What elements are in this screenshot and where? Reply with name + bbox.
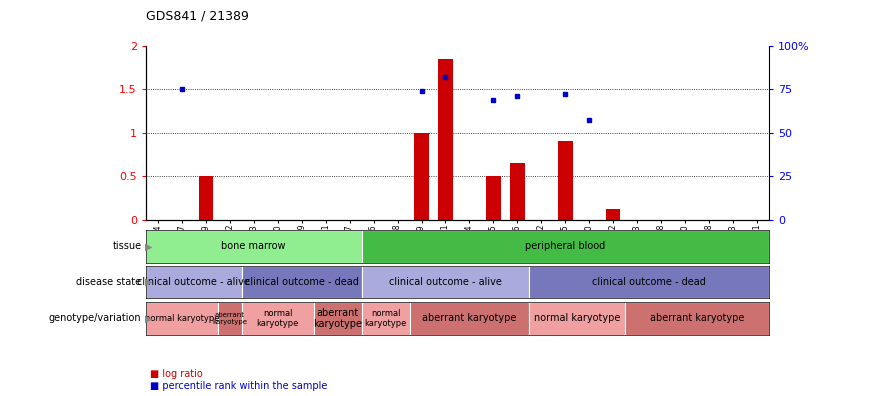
Bar [530, 302, 625, 335]
Text: GDS841 / 21389: GDS841 / 21389 [146, 10, 248, 23]
Text: normal karyotype: normal karyotype [145, 314, 219, 323]
Text: bone marrow: bone marrow [222, 241, 286, 251]
Bar [438, 59, 453, 220]
Text: ▶: ▶ [145, 241, 152, 251]
Text: clinical outcome - dead: clinical outcome - dead [245, 277, 359, 287]
Bar [530, 266, 769, 298]
Text: genotype/variation: genotype/variation [49, 313, 141, 324]
Text: tissue: tissue [112, 241, 141, 251]
Bar [409, 302, 530, 335]
Text: ▶: ▶ [145, 313, 152, 324]
Text: clinical outcome - alive: clinical outcome - alive [389, 277, 502, 287]
Bar [241, 266, 362, 298]
Bar [241, 302, 314, 335]
Bar [486, 176, 500, 220]
Text: peripheral blood: peripheral blood [525, 241, 606, 251]
Text: normal
karyotype: normal karyotype [256, 309, 299, 328]
Bar [625, 302, 769, 335]
Text: aberrant
karyotype: aberrant karyotype [313, 308, 362, 329]
Text: normal karyotype: normal karyotype [534, 313, 621, 324]
Bar [217, 302, 241, 335]
Text: ▶: ▶ [145, 277, 152, 287]
Text: disease state: disease state [76, 277, 141, 287]
Bar [558, 141, 573, 220]
Bar [146, 302, 217, 335]
Bar [362, 230, 769, 263]
Bar [606, 209, 621, 220]
Text: clinical outcome - alive: clinical outcome - alive [137, 277, 250, 287]
Bar [510, 163, 524, 220]
Bar [362, 302, 409, 335]
Bar [146, 266, 241, 298]
Text: aberrant
karyotype: aberrant karyotype [212, 312, 248, 325]
Text: ■ percentile rank within the sample: ■ percentile rank within the sample [150, 381, 328, 391]
Text: aberrant karyotype: aberrant karyotype [650, 313, 744, 324]
Bar [199, 176, 213, 220]
Bar [415, 133, 429, 220]
Text: clinical outcome - dead: clinical outcome - dead [592, 277, 706, 287]
Text: ■ log ratio: ■ log ratio [150, 369, 203, 379]
Bar [314, 302, 362, 335]
Bar [146, 230, 362, 263]
Text: aberrant karyotype: aberrant karyotype [423, 313, 516, 324]
Bar [362, 266, 530, 298]
Text: normal
karyotype: normal karyotype [364, 309, 407, 328]
